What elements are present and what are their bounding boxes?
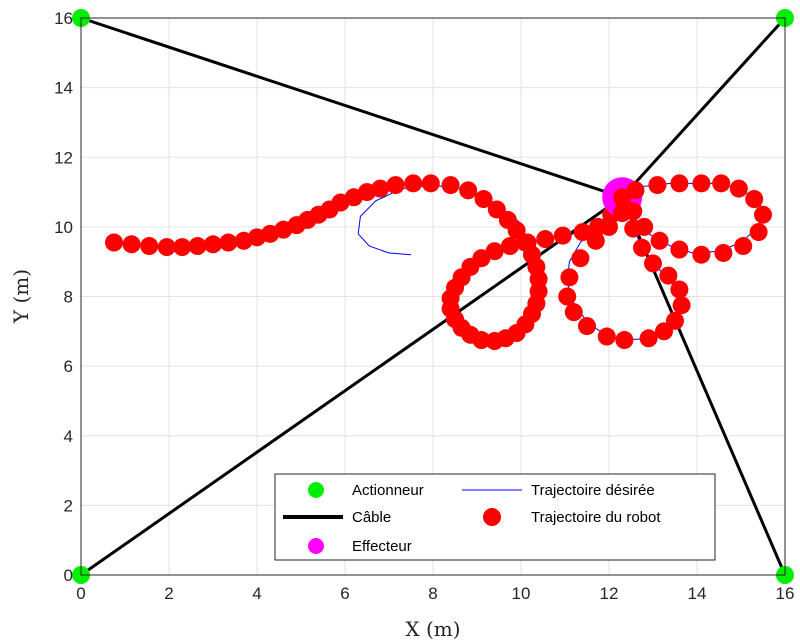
robot-point: [553, 226, 572, 245]
legend-actuator-label: Actionneur: [352, 482, 424, 499]
x-tick-label: 4: [252, 584, 261, 603]
robot-point: [485, 332, 504, 351]
y-tick-label: 8: [64, 288, 73, 307]
robot-point: [501, 237, 519, 256]
robot-point: [597, 327, 616, 346]
y-tick-label: 6: [64, 357, 73, 376]
robot-point: [670, 174, 689, 193]
robot-point: [188, 237, 207, 256]
robot-point: [560, 268, 579, 287]
legend-actuator-marker: [308, 482, 324, 498]
robot-point: [666, 311, 684, 330]
x-tick-label: 0: [76, 584, 85, 603]
robot-point: [421, 174, 440, 193]
legend: Actionneur Câble Effecteur Trajectoire d…: [274, 473, 716, 561]
y-tick-label: 4: [64, 427, 73, 446]
x-tick-label: 16: [776, 584, 795, 603]
robot-point: [626, 181, 645, 200]
robot-point: [692, 174, 711, 193]
robot-point: [404, 174, 423, 193]
x-tick-label: 6: [340, 584, 349, 603]
robot-point: [578, 317, 596, 336]
robot-point: [734, 237, 753, 256]
robot-point: [558, 287, 577, 306]
robot-point: [749, 223, 768, 242]
robot-point: [659, 266, 678, 285]
robot-point: [600, 217, 618, 236]
x-tick-label: 10: [512, 584, 531, 603]
plot-frame: [80, 17, 786, 576]
robot-point: [624, 219, 643, 238]
robot-point: [615, 198, 634, 217]
y-tick-label: 10: [54, 218, 73, 237]
robot-point: [105, 233, 123, 252]
legend-robot-marker: [483, 508, 501, 526]
y-tick-label: 16: [54, 9, 73, 28]
robot-point: [441, 176, 460, 195]
robot-point: [754, 205, 772, 224]
robot-point: [472, 249, 491, 268]
legend-desired-label: Trajectoire désirée: [531, 482, 655, 499]
robot-point: [648, 176, 667, 195]
robot-point: [173, 238, 192, 257]
robot-point: [571, 249, 590, 268]
x-tick-label: 14: [688, 584, 707, 603]
y-tick-label: 2: [64, 496, 73, 515]
robot-point: [729, 179, 748, 198]
cable-line: [80, 16, 623, 199]
robot-point: [157, 238, 176, 257]
robot-point: [639, 329, 658, 348]
robot-point: [459, 181, 478, 200]
robot-point: [670, 240, 689, 259]
y-tick-label: 0: [64, 566, 73, 585]
robot-point: [573, 223, 592, 242]
y-tick-label: 14: [54, 79, 73, 98]
robot-point: [474, 190, 493, 209]
robot-point: [204, 235, 222, 254]
robot-point: [615, 331, 634, 350]
y-tick-labels: 0 2 4 6 8 10 12 14 16: [54, 9, 73, 585]
legend-robot-label: Trajectoire du robot: [531, 509, 661, 526]
y-axis-label: Y (m): [9, 269, 33, 324]
robot-point: [386, 176, 405, 195]
legend-effector-label: Effecteur: [352, 538, 412, 555]
robot-point: [670, 280, 689, 299]
robot-point: [140, 237, 159, 256]
x-axis-label: X (m): [405, 617, 460, 641]
robot-point: [712, 174, 731, 193]
robot-point: [644, 254, 662, 273]
robot-point: [714, 243, 733, 262]
legend-cable-label: Câble: [352, 509, 391, 526]
y-tick-label: 12: [54, 148, 73, 167]
robot-point: [672, 296, 691, 315]
x-tick-label: 2: [164, 584, 173, 603]
robot-point: [536, 230, 555, 249]
robot-point: [692, 245, 711, 264]
robot-point: [586, 231, 605, 250]
robot-point: [371, 179, 390, 198]
x-tick-label: 12: [600, 584, 619, 603]
robot-point: [219, 233, 238, 252]
robot-point: [564, 303, 583, 322]
robot-point: [485, 242, 504, 261]
x-tick-label: 8: [428, 584, 437, 603]
x-tick-labels: 0 2 4 6 8 10 12 14 16: [76, 584, 794, 603]
robot-point: [122, 235, 141, 254]
robot-point: [745, 190, 764, 209]
cable-line: [621, 16, 787, 199]
robot-point: [650, 231, 669, 250]
legend-effector-marker: [308, 538, 324, 554]
robot-point: [633, 238, 651, 257]
robot-point: [518, 233, 537, 252]
